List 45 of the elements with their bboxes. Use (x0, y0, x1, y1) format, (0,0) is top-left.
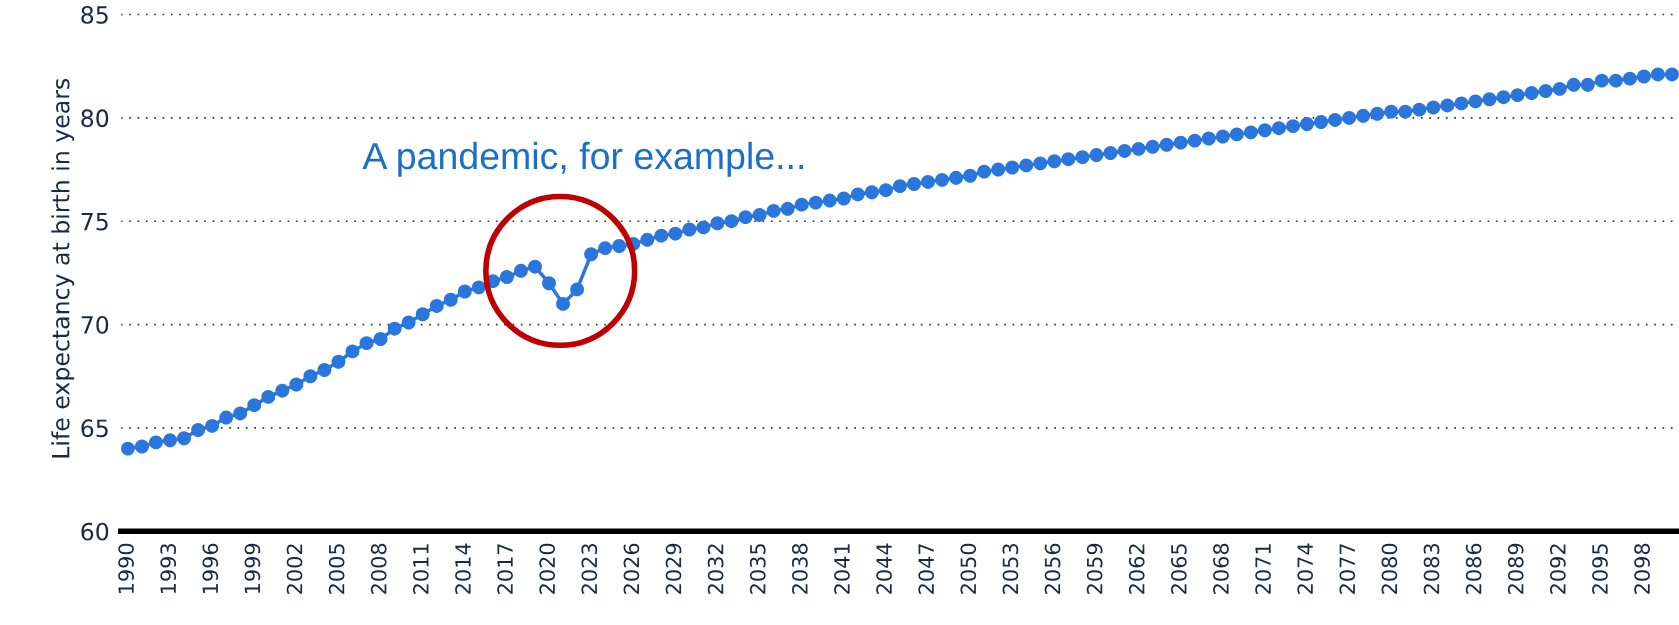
x-tick-label: 2095 (1592, 544, 1608, 594)
x-tick-label: 2050 (960, 543, 977, 594)
x-tick-label: 2038 (791, 543, 808, 594)
y-tick-label: 80 (81, 109, 109, 128)
y-tick-label: 70 (81, 316, 109, 334)
x-tick-label: 1993 (160, 544, 177, 594)
y-tick-label: 65 (81, 419, 108, 438)
x-tick-label: 2089 (1507, 543, 1524, 594)
x-tick-label: 2032 (707, 544, 724, 594)
x-tick-label: 2083 (1423, 544, 1440, 594)
x-tick-label: 2011 (412, 544, 429, 594)
x-tick-label: 2023 (581, 544, 598, 594)
x-tick-label: 2077 (1339, 544, 1356, 594)
x-tick-label: 2092 (1549, 544, 1566, 594)
x-tick-label: 2026 (623, 543, 640, 594)
x-tick-label: 2098 (1634, 543, 1650, 594)
x-tick-label: 2080 (1381, 543, 1398, 594)
x-tick-label: 2074 (1297, 543, 1314, 594)
x-tick-label: 2005 (328, 544, 345, 594)
y-axis-title: Life expectancy at birth in years (51, 78, 75, 458)
x-tick-label: 1990 (118, 543, 134, 594)
x-tick-label: 1996 (202, 543, 219, 594)
x-tick-label: 2020 (539, 543, 556, 594)
x-tick-label: 1999 (244, 543, 261, 594)
x-tick-label: 2065 (1170, 544, 1187, 594)
x-tick-label: 2029 (665, 543, 682, 594)
x-tick-label: 2014 (455, 543, 471, 594)
x-tick-label: 2053 (1002, 544, 1019, 594)
x-tick-label: 2068 (1213, 543, 1229, 594)
y-tick-label: 85 (81, 5, 108, 24)
x-tick-label: 2071 (1255, 544, 1271, 594)
annotation: A pandemic, for example... (362, 141, 803, 177)
x-tick-label: 2062 (1128, 544, 1145, 594)
x-tick-label: 2086 (1465, 543, 1482, 594)
x-tick-label: 2035 (749, 544, 766, 594)
x-tick-label: 2047 (918, 544, 935, 594)
x-tick-label: 2044 (876, 543, 892, 594)
y-tick-label: 60 (81, 522, 109, 541)
x-tick-label: 2017 (497, 544, 513, 594)
x-tick-label: 2008 (370, 543, 387, 594)
x-tick-label: 2002 (286, 544, 303, 594)
x-tick-label: 2059 (1086, 543, 1103, 594)
x-tick-label: 2056 (1044, 543, 1061, 594)
y-tick-label: 75 (81, 212, 108, 231)
x-tick-label: 2041 (834, 544, 850, 594)
